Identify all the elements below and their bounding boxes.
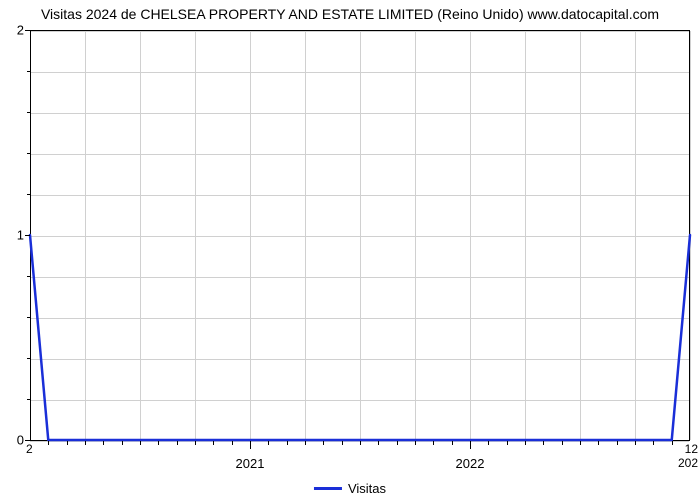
x-tick-label: 2021 — [236, 456, 265, 471]
x-tick-mark-minor — [177, 441, 178, 445]
x-tick-mark — [470, 441, 471, 449]
x-corner-right-top: 12 — [685, 442, 698, 456]
x-tick-mark-minor — [635, 441, 636, 445]
x-tick-mark-minor — [48, 441, 49, 445]
x-tick-mark-minor — [562, 441, 563, 445]
chart-title: Visitas 2024 de CHELSEA PROPERTY AND EST… — [41, 6, 659, 22]
y-tick-mark — [25, 30, 30, 31]
x-tick-mark-minor — [397, 441, 398, 445]
y-tick-mark-minor — [27, 399, 30, 400]
y-tick-mark-minor — [27, 276, 30, 277]
x-tick-mark-minor — [360, 441, 361, 445]
line-series — [30, 30, 690, 440]
x-tick-mark-minor — [103, 441, 104, 445]
x-tick-mark-minor — [378, 441, 379, 445]
x-tick-mark-minor — [268, 441, 269, 445]
x-tick-mark-minor — [158, 441, 159, 445]
y-tick-label: 0 — [17, 433, 24, 448]
x-tick-mark-minor — [598, 441, 599, 445]
y-tick-mark-minor — [27, 112, 30, 113]
x-corner-right-bottom: 202 — [678, 456, 698, 470]
legend-swatch — [314, 487, 342, 490]
y-tick-mark-minor — [27, 71, 30, 72]
x-tick-mark-minor — [67, 441, 68, 445]
x-tick-mark-minor — [488, 441, 489, 445]
x-tick-mark-minor — [195, 441, 196, 445]
x-tick-mark-minor — [415, 441, 416, 445]
x-tick-mark-minor — [287, 441, 288, 445]
y-tick-mark-minor — [27, 194, 30, 195]
x-tick-mark-minor — [452, 441, 453, 445]
x-tick-mark-minor — [617, 441, 618, 445]
x-corner-left: 2 — [26, 442, 33, 456]
x-tick-mark-minor — [433, 441, 434, 445]
y-tick-mark-minor — [27, 153, 30, 154]
y-tick-mark — [25, 440, 30, 441]
x-tick-mark-minor — [507, 441, 508, 445]
chart-container: Visitas 2024 de CHELSEA PROPERTY AND EST… — [0, 0, 700, 500]
x-tick-label: 2022 — [456, 456, 485, 471]
legend: Visitas — [314, 481, 386, 496]
legend-label: Visitas — [348, 481, 386, 496]
x-tick-mark-minor — [305, 441, 306, 445]
x-tick-mark-minor — [580, 441, 581, 445]
x-tick-mark-minor — [653, 441, 654, 445]
x-tick-mark-minor — [213, 441, 214, 445]
x-tick-mark — [250, 441, 251, 449]
x-tick-mark-minor — [85, 441, 86, 445]
x-tick-mark-minor — [140, 441, 141, 445]
x-tick-mark-minor — [323, 441, 324, 445]
y-tick-mark-minor — [27, 358, 30, 359]
x-tick-mark-minor — [342, 441, 343, 445]
x-tick-mark-minor — [122, 441, 123, 445]
x-tick-mark-minor — [543, 441, 544, 445]
y-tick-label: 1 — [17, 228, 24, 243]
y-tick-mark — [25, 235, 30, 236]
y-tick-label: 2 — [17, 23, 24, 38]
y-tick-mark-minor — [27, 317, 30, 318]
x-tick-mark-minor — [232, 441, 233, 445]
x-tick-mark-minor — [672, 441, 673, 445]
x-tick-mark-minor — [525, 441, 526, 445]
